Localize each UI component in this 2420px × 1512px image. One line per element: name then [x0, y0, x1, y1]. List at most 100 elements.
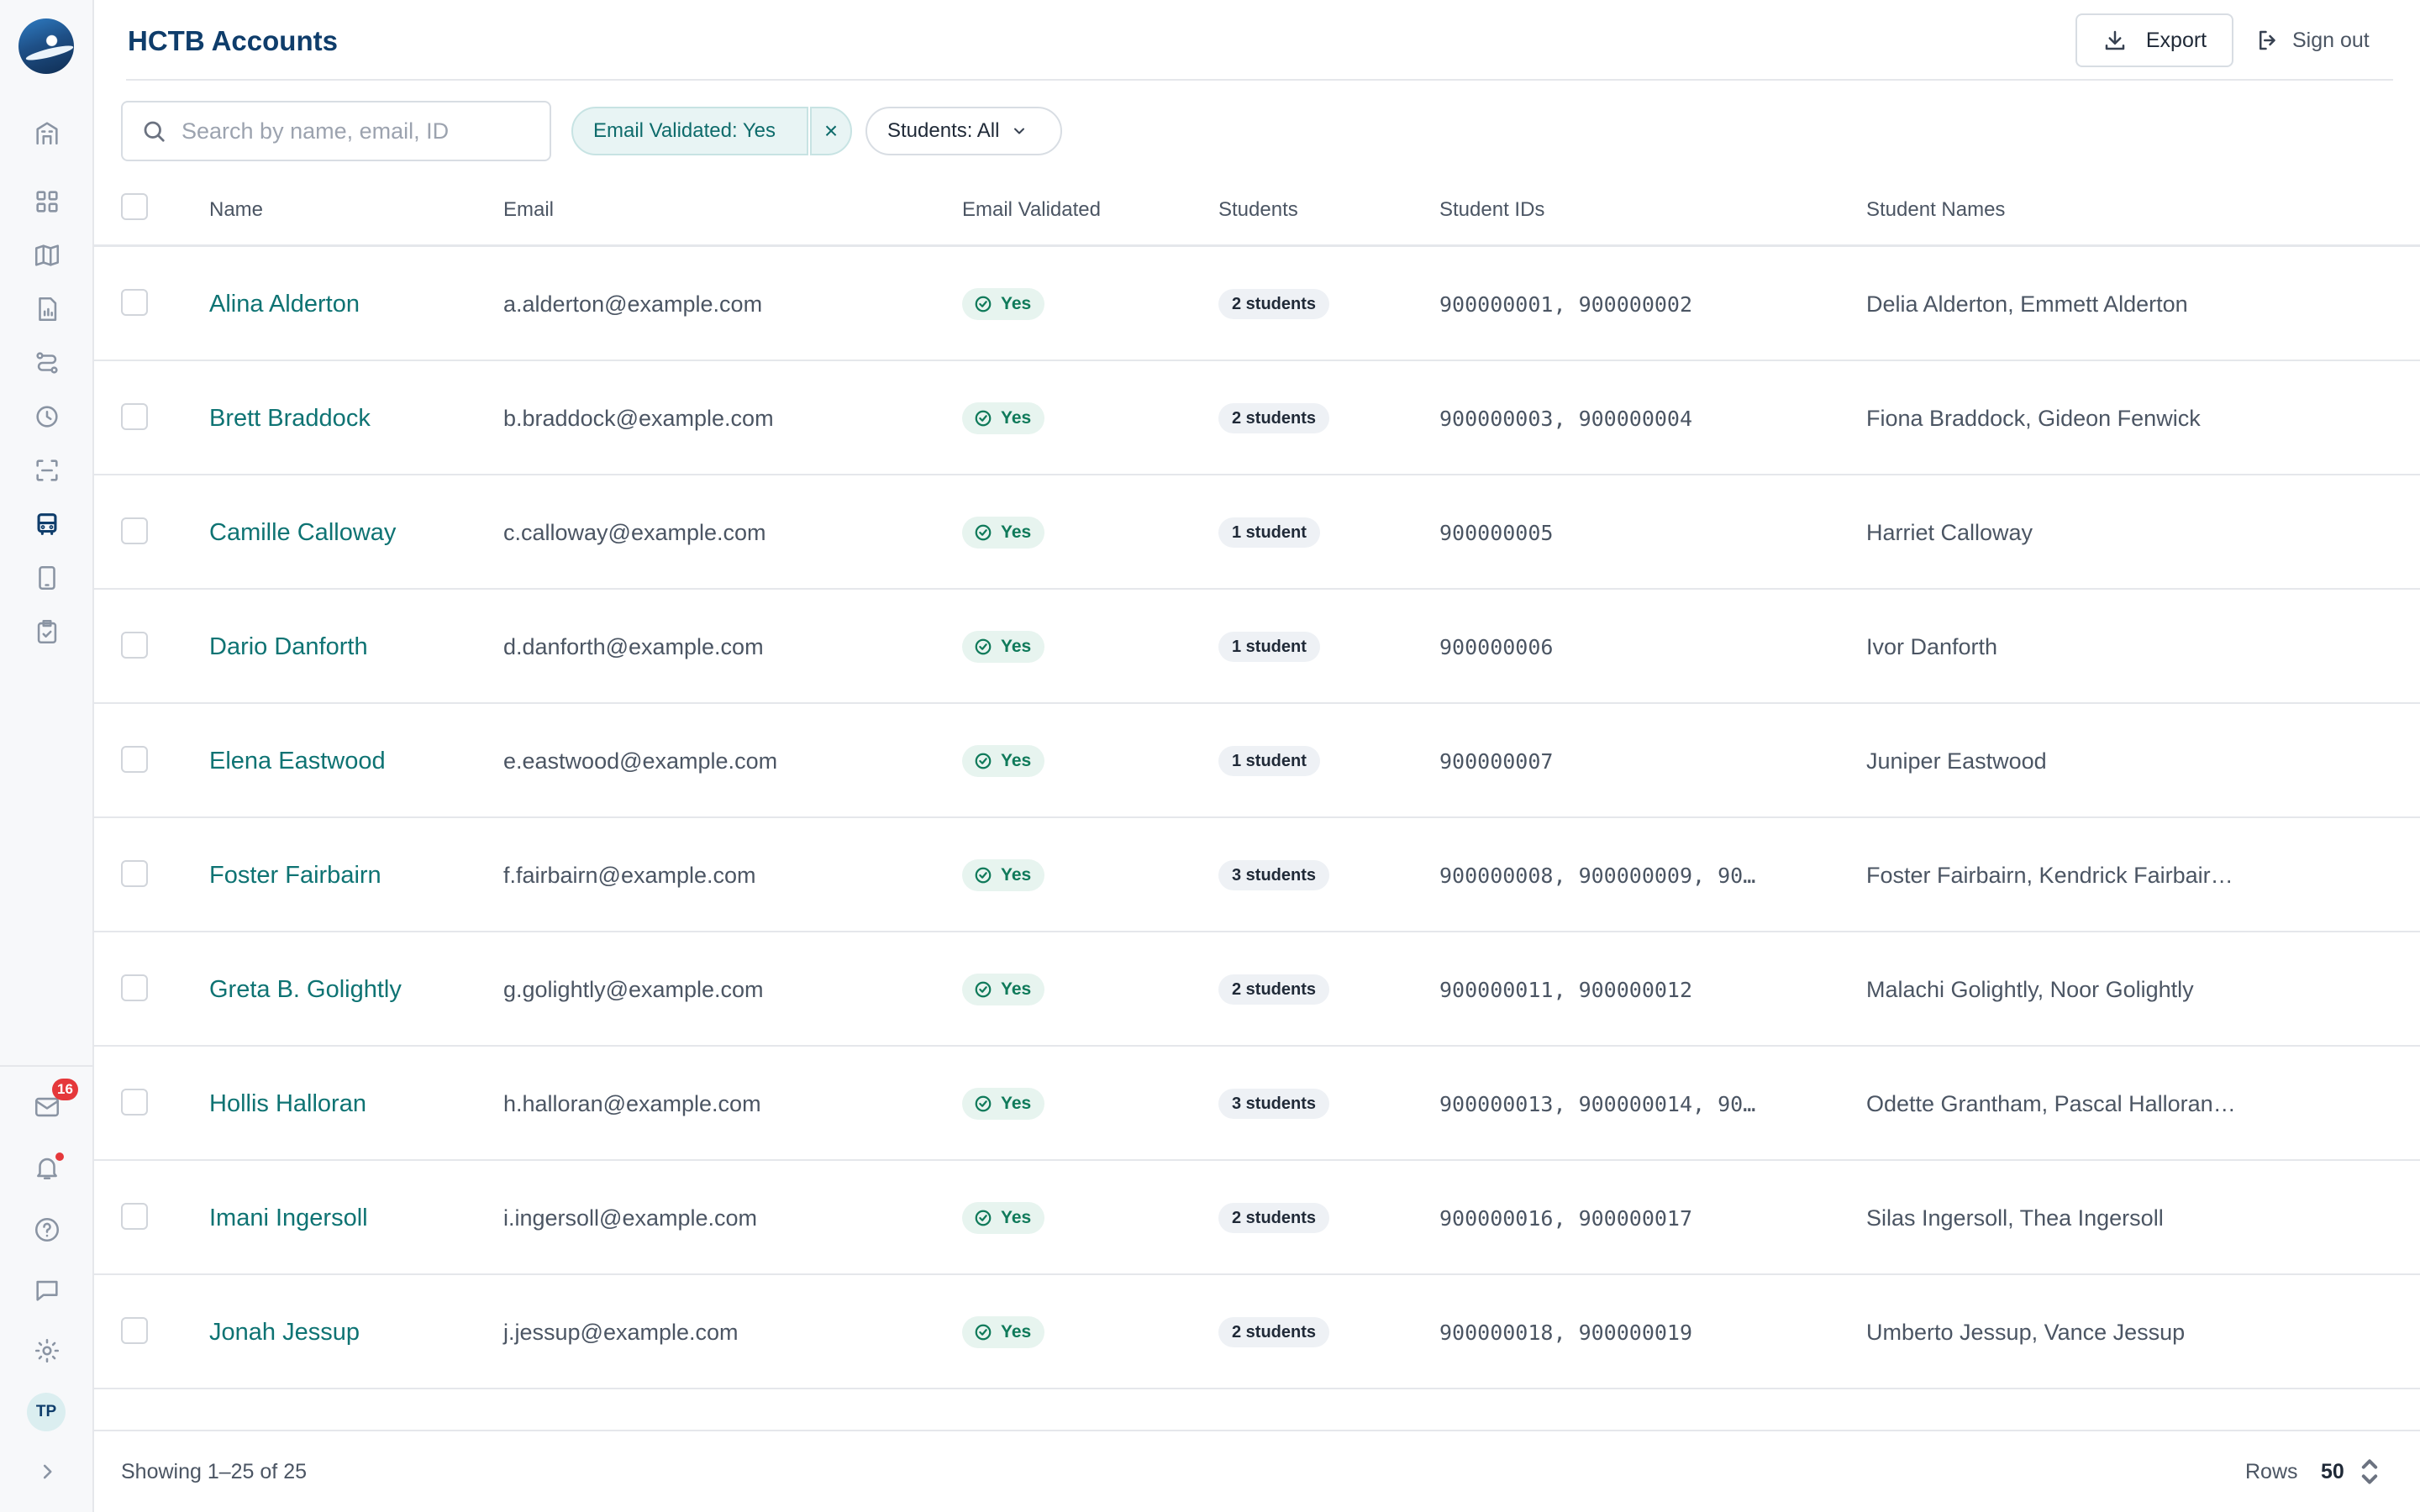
select-all-checkbox[interactable]	[121, 193, 148, 220]
account-name-link[interactable]: Elena Eastwood	[209, 747, 386, 774]
student-count-badge: 3 students	[1218, 1089, 1330, 1119]
students-cell: 2 students	[1218, 247, 1330, 361]
row-checkbox[interactable]	[121, 1203, 148, 1230]
student-ids: 900000011, 900000012	[1439, 977, 1693, 1002]
row-checkbox[interactable]	[121, 974, 148, 1001]
account-name-link[interactable]: Imani Ingersoll	[209, 1204, 368, 1231]
account-name-link[interactable]: Greta B. Golightly	[209, 975, 402, 1003]
account-name-link[interactable]: Dario Danforth	[209, 633, 368, 660]
help-icon[interactable]	[30, 1213, 64, 1247]
export-label: Export	[2145, 28, 2207, 52]
filter-chip-students[interactable]: Students: All	[865, 107, 1062, 155]
student-ids: 900000003, 900000004	[1439, 406, 1693, 431]
report-icon[interactable]	[30, 292, 64, 326]
account-name-link[interactable]: Alina Alderton	[209, 290, 360, 318]
validated-badge: Yes	[962, 1316, 1045, 1348]
bell-icon[interactable]	[30, 1151, 64, 1184]
email-validated-cell: Yes	[962, 932, 1045, 1047]
email-validated-cell: Yes	[962, 1275, 1045, 1389]
table-row[interactable]: Camille Calloway c.calloway@example.com Ye…	[94, 475, 2420, 590]
validated-badge: Yes	[962, 1202, 1045, 1234]
row-checkbox[interactable]	[121, 746, 148, 773]
student-count-badge: 1 student	[1218, 746, 1320, 776]
table-row[interactable]: Jonah Jessup j.jessup@example.com Yes 2 stu…	[94, 1275, 2420, 1389]
account-name-link[interactable]: Hollis Halloran	[209, 1089, 366, 1117]
row-checkbox[interactable]	[121, 1089, 148, 1116]
account-name-link[interactable]: Foster Fairbairn	[209, 861, 381, 889]
student-names: Odette Grantham, Pascal Halloran…	[1866, 1090, 2236, 1116]
account-name-link[interactable]: Jonah Jessup	[209, 1318, 360, 1346]
search-field[interactable]	[121, 101, 551, 161]
student-count-badge: 2 students	[1218, 974, 1330, 1005]
student-names: Foster Fairbairn, Kendrick Fairbair…	[1866, 862, 2233, 888]
rows-per-page-value[interactable]: 50	[2321, 1460, 2344, 1483]
students-cell: 1 student	[1218, 704, 1320, 818]
clock-icon[interactable]	[30, 400, 64, 433]
student-ids: 900000008, 900000009, 90…	[1439, 863, 1756, 888]
validated-label: Yes	[1001, 522, 1032, 542]
column-header-student-names[interactable]: Student Names	[1866, 198, 2006, 221]
student-ids: 900000006	[1439, 634, 1554, 659]
row-checkbox[interactable]	[121, 860, 148, 887]
user-avatar[interactable]: TP	[27, 1393, 66, 1431]
column-header-student-ids[interactable]: Student IDs	[1439, 198, 1545, 221]
clipboard-check-icon[interactable]	[30, 615, 64, 648]
table-row[interactable]: Alina Alderton a.alderton@example.com Yes 2…	[94, 247, 2420, 361]
header-divider	[126, 79, 2393, 81]
validated-badge: Yes	[962, 974, 1045, 1005]
tablet-icon[interactable]	[30, 561, 64, 595]
routes-icon[interactable]	[30, 346, 64, 380]
student-names: Ivor Danforth	[1866, 633, 1998, 659]
student-count-badge: 2 students	[1218, 403, 1330, 433]
row-checkbox[interactable]	[121, 632, 148, 659]
student-names: Malachi Golightly, Noor Golightly	[1866, 976, 2194, 1002]
table-row[interactable]: Imani Ingersoll i.ingersoll@example.com Ye…	[94, 1161, 2420, 1275]
email-validated-cell: Yes	[962, 590, 1045, 704]
account-email: f.fairbairn@example.com	[503, 862, 756, 888]
validated-badge: Yes	[962, 1088, 1045, 1120]
student-names: Silas Ingersoll, Thea Ingersoll	[1866, 1205, 2164, 1231]
showing-count: Showing 1–25 of 25	[121, 1460, 308, 1483]
clear-filter-icon[interactable]: ×	[810, 107, 852, 155]
account-name-link[interactable]: Brett Braddock	[209, 404, 371, 432]
table-row[interactable]: Dario Danforth d.danforth@example.com Yes 1…	[94, 590, 2420, 704]
students-cell: 2 students	[1218, 932, 1330, 1047]
email-validated-cell: Yes	[962, 475, 1045, 590]
signout-label: Sign out	[2292, 28, 2370, 52]
row-checkbox[interactable]	[121, 289, 148, 316]
export-button[interactable]: Export	[2075, 13, 2233, 67]
app-logo[interactable]	[18, 18, 74, 74]
expand-sidebar-icon[interactable]	[30, 1455, 64, 1488]
gear-icon[interactable]	[30, 1334, 64, 1368]
validated-label: Yes	[1001, 408, 1032, 428]
filter-chip-email-validated[interactable]: Email Validated: Yes	[571, 107, 808, 155]
table-row[interactable]: Foster Fairbairn f.fairbairn@example.com Y…	[94, 818, 2420, 932]
column-header-students[interactable]: Students	[1218, 198, 1298, 221]
validated-label: Yes	[1001, 637, 1032, 656]
table-row[interactable]: Elena Eastwood e.eastwood@example.com Yes 1…	[94, 704, 2420, 818]
row-checkbox[interactable]	[121, 1317, 148, 1344]
column-header-name[interactable]: Name	[209, 198, 264, 221]
building-icon[interactable]	[30, 116, 64, 150]
bus-icon[interactable]	[30, 507, 64, 541]
table-row[interactable]: Greta B. Golightly g.golightly@example.co…	[94, 932, 2420, 1047]
column-header-email-validated[interactable]: Email Validated	[962, 198, 1101, 221]
dashboard-icon[interactable]	[30, 185, 64, 218]
student-count-badge: 1 student	[1218, 517, 1320, 548]
signout-button[interactable]: Sign out	[2255, 24, 2370, 57]
column-header-email[interactable]: Email	[503, 198, 555, 221]
table-row[interactable]: Hollis Halloran h.halloran@example.com Yes…	[94, 1047, 2420, 1161]
search-input[interactable]	[182, 118, 534, 144]
table-row[interactable]: Brett Braddock b.braddock@example.com Yes 2…	[94, 361, 2420, 475]
check-circle-icon	[975, 524, 992, 541]
validated-label: Yes	[1001, 1322, 1032, 1341]
mail-icon[interactable]	[30, 1090, 64, 1124]
row-checkbox[interactable]	[121, 517, 148, 544]
email-validated-cell: Yes	[962, 704, 1045, 818]
account-name-link[interactable]: Camille Calloway	[209, 518, 397, 546]
map-icon[interactable]	[30, 239, 64, 272]
chat-icon[interactable]	[30, 1273, 64, 1307]
row-checkbox[interactable]	[121, 403, 148, 430]
rows-stepper-icon[interactable]	[2358, 1457, 2381, 1487]
scan-icon[interactable]	[30, 454, 64, 487]
